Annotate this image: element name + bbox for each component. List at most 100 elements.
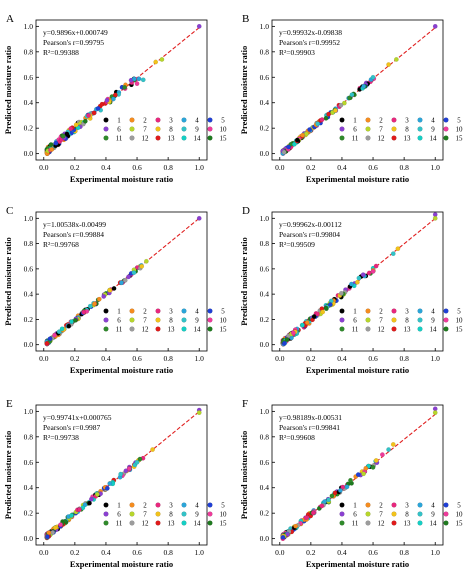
legend-label: 11 [352, 326, 359, 334]
data-point [333, 108, 338, 113]
data-point [140, 77, 146, 83]
legend-label: 4 [431, 308, 435, 316]
data-point [356, 275, 362, 281]
panel-d: 0.0 0.2 0.4 0.6 0.8 1.0 0.0 0.2 0.4 0.6 0.8 1.0 Expe… [239, 205, 463, 375]
legend-label: 14 [194, 326, 202, 334]
legend-label: 7 [379, 511, 383, 519]
data-point [361, 471, 366, 477]
x-tick-label: 0.6 [132, 548, 142, 557]
data-point [311, 314, 317, 319]
data-point [370, 269, 376, 274]
legend-label: 14 [194, 520, 202, 528]
fit-annotation: R²=0.99388 [43, 48, 79, 57]
legend-label: 5 [457, 502, 461, 510]
legend-marker [129, 308, 135, 314]
data-point [432, 215, 438, 221]
legend-label: 2 [379, 117, 383, 125]
data-point [355, 472, 361, 477]
legend-label: 5 [221, 117, 225, 125]
legend-marker [417, 502, 423, 508]
data-point [395, 246, 401, 251]
legend-label: 1 [117, 502, 121, 510]
legend-marker [365, 317, 371, 323]
legend-marker [207, 511, 213, 517]
data-point [304, 320, 310, 325]
data-point [73, 122, 79, 128]
legend-label: 6 [117, 317, 121, 325]
legend-marker [417, 520, 423, 526]
x-tick-label: 0.4 [101, 163, 111, 172]
y-tick-label: 0.6 [24, 73, 34, 82]
data-point [281, 149, 287, 155]
y-tick-label: 0.0 [24, 534, 34, 543]
y-tick-label: 1.0 [260, 22, 270, 31]
legend-label: 14 [430, 135, 438, 143]
data-point [44, 341, 50, 346]
legend-label: 9 [431, 126, 435, 134]
legend-label: 8 [169, 511, 173, 519]
data-point [53, 140, 59, 146]
legend-marker [129, 326, 135, 332]
legend-label: 11 [352, 520, 359, 528]
panel-c: 0.0 0.2 0.4 0.6 0.8 1.0 0.0 0.2 0.4 0.6 0.8 1.0 Expe… [3, 205, 227, 375]
data-point [326, 111, 331, 117]
y-tick-label: 0.0 [260, 149, 270, 158]
data-point [144, 258, 149, 264]
x-tick-label: 0.2 [70, 548, 80, 557]
fit-annotation: Pearson's r=0.9987 [43, 423, 100, 432]
data-point [122, 85, 127, 90]
legend-label: 8 [405, 126, 409, 134]
legend-marker [417, 126, 423, 132]
data-point [323, 115, 329, 121]
data-point [134, 81, 140, 86]
data-point [394, 57, 399, 62]
data-point [290, 330, 296, 336]
legend-marker [181, 126, 187, 132]
legend-label: 15 [220, 520, 228, 528]
legend-marker [391, 317, 397, 323]
y-tick-label: 0.4 [24, 290, 34, 299]
legend-marker [391, 117, 397, 123]
data-point [91, 110, 97, 116]
y-tick-label: 0.6 [260, 458, 270, 467]
x-tick-label: 0.2 [306, 163, 316, 172]
legend-marker [181, 502, 187, 508]
x-tick-label: 1.0 [431, 548, 441, 557]
legend-label: 12 [142, 326, 150, 334]
y-tick-label: 0.4 [24, 483, 34, 492]
legend-marker [391, 520, 397, 526]
x-tick-label: 0.6 [132, 163, 142, 172]
fit-annotation: Pearson's r=0.99952 [279, 38, 340, 47]
data-point [347, 95, 352, 101]
legend-label: 9 [431, 317, 435, 325]
x-tick-label: 0.2 [70, 354, 80, 363]
legend-label: 10 [456, 317, 464, 325]
panel-e: 0.0 0.2 0.4 0.6 0.8 1.0 0.0 0.2 0.4 0.6 0.8 1.0 Expe… [3, 398, 227, 569]
legend-label: 2 [143, 502, 147, 510]
data-point [310, 510, 316, 516]
x-tick-label: 0.6 [368, 163, 378, 172]
legend-marker [155, 511, 161, 517]
data-point [319, 117, 325, 122]
legend-marker [443, 317, 449, 323]
data-point [363, 466, 369, 471]
x-tick-label: 0.2 [306, 548, 316, 557]
x-axis-label: Experimental moisture ratio [306, 559, 409, 569]
x-axis-label: Experimental moisture ratio [306, 365, 409, 375]
legend-label: 1 [353, 502, 357, 510]
legend-marker [365, 511, 371, 517]
fit-annotation: y=1.00538x-0.00499 [43, 220, 106, 229]
legend-label: 7 [379, 126, 383, 134]
data-point [341, 100, 347, 106]
x-axis-label: Experimental moisture ratio [70, 174, 173, 184]
data-point [360, 272, 366, 278]
data-point [76, 507, 82, 512]
data-point [58, 522, 63, 528]
data-point [113, 92, 118, 98]
data-point [118, 471, 124, 477]
fit-annotation: Pearson's r=0.99804 [279, 230, 340, 239]
y-axis-label: Predicted moisture ratio [3, 431, 13, 519]
data-point [432, 410, 438, 415]
legend-marker [391, 135, 397, 141]
